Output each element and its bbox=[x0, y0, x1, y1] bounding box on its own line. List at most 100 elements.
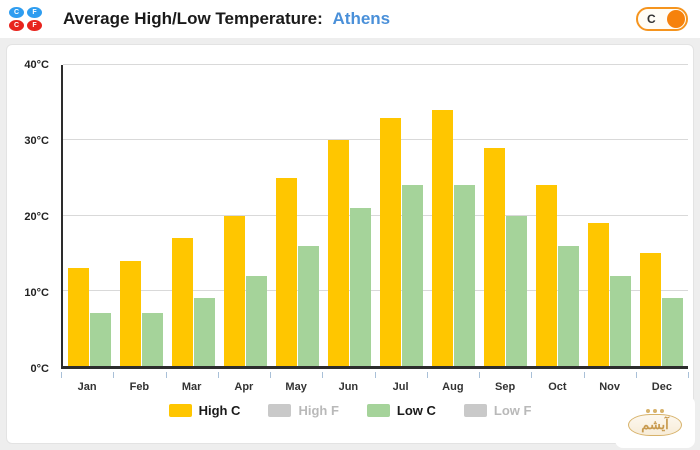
x-axis-tick bbox=[374, 372, 376, 378]
gridline bbox=[63, 289, 688, 291]
x-axis-label-jul: Jul bbox=[392, 381, 409, 393]
header: C F C F Average High/Low Temperature: At… bbox=[0, 0, 700, 38]
bar-groups bbox=[63, 65, 688, 366]
bar-high-c-jun bbox=[327, 140, 349, 366]
x-axis-label-jan: Jan bbox=[77, 381, 97, 393]
bar-high-c-feb bbox=[119, 260, 141, 366]
bar-high-c-sep bbox=[484, 147, 506, 366]
legend-label: High C bbox=[198, 403, 241, 418]
bar-low-c-jun bbox=[349, 207, 371, 366]
bar-low-c-apr bbox=[245, 275, 267, 366]
watermark-ornament-icon bbox=[646, 408, 664, 413]
legend-item-low-c[interactable]: Low C bbox=[366, 403, 436, 418]
x-axis-label-feb: Feb bbox=[129, 381, 150, 393]
fahrenheit-red-icon[interactable]: F bbox=[27, 20, 42, 31]
x-axis-tick bbox=[165, 372, 167, 378]
y-axis-tick-label: 30°C bbox=[24, 135, 49, 147]
legend-label: High F bbox=[298, 403, 339, 418]
bar-low-c-feb bbox=[141, 313, 163, 366]
x-axis-tick bbox=[217, 372, 219, 378]
legend-swatch-icon bbox=[366, 404, 390, 417]
bar-low-c-may bbox=[297, 245, 319, 366]
x-axis-label-nov: Nov bbox=[599, 381, 621, 393]
legend-swatch-icon bbox=[168, 404, 192, 417]
unit-icons-cluster: C F C F bbox=[9, 7, 43, 31]
bar-low-c-jan bbox=[89, 313, 111, 366]
legend-item-high-c[interactable]: High C bbox=[168, 403, 241, 418]
bar-group-dec bbox=[636, 65, 688, 366]
x-axis-label-aug: Aug bbox=[442, 381, 464, 393]
x-axis-tick bbox=[635, 372, 637, 378]
legend-item-high-f[interactable]: High F bbox=[268, 403, 339, 418]
x-axis-labels: Jan Feb Mar Apr May Jun Jul Aug Sep Oct Nov Dec bbox=[61, 381, 688, 393]
toggle-knob-icon bbox=[667, 10, 685, 28]
y-axis-tick-label: 40°C bbox=[24, 59, 49, 71]
bar-high-c-mar bbox=[171, 238, 193, 366]
bar-group-aug bbox=[428, 65, 480, 366]
bar-low-c-mar bbox=[193, 298, 215, 366]
x-axis-tick bbox=[479, 372, 480, 378]
bar-high-c-oct bbox=[536, 185, 558, 366]
legend-label: Low C bbox=[396, 403, 436, 418]
x-axis-ticks bbox=[61, 372, 689, 379]
bar-group-feb bbox=[115, 65, 167, 366]
legend-swatch-icon bbox=[463, 404, 487, 417]
x-axis-tick bbox=[61, 372, 62, 378]
unit-toggle-label: C bbox=[647, 12, 656, 26]
bar-high-c-jul bbox=[380, 117, 401, 366]
bar-group-nov bbox=[584, 65, 636, 366]
watermark-text: آیشم bbox=[628, 413, 682, 436]
x-axis-label-sep: Sep bbox=[495, 381, 516, 393]
bar-group-jun bbox=[323, 65, 375, 366]
bar-group-may bbox=[271, 65, 323, 366]
x-axis-tick bbox=[583, 372, 585, 378]
page-title: Average High/Low Temperature: Athens bbox=[63, 9, 390, 29]
x-axis-tick bbox=[531, 372, 533, 378]
y-axis-tick-label: 0°C bbox=[30, 363, 49, 375]
x-axis-label-jun: Jun bbox=[338, 381, 359, 393]
x-axis-tick bbox=[688, 372, 689, 378]
bar-low-c-aug bbox=[454, 185, 476, 366]
celsius-blue-icon[interactable]: C bbox=[9, 7, 24, 18]
watermark-logo: آیشم bbox=[615, 396, 695, 448]
bar-high-c-aug bbox=[432, 110, 454, 366]
bar-group-oct bbox=[532, 65, 584, 366]
x-axis-label-mar: Mar bbox=[181, 381, 202, 393]
bar-low-c-dec bbox=[662, 298, 684, 366]
bar-group-jan bbox=[63, 65, 115, 366]
bar-high-c-apr bbox=[223, 215, 245, 366]
title-text: Average High/Low Temperature: bbox=[63, 9, 323, 28]
unit-toggle-switch[interactable]: C bbox=[636, 7, 688, 31]
x-axis-label-oct: Oct bbox=[548, 381, 567, 393]
fahrenheit-blue-icon[interactable]: F bbox=[27, 7, 42, 18]
legend: High C High F Low C Low F bbox=[7, 403, 693, 418]
celsius-red-icon[interactable]: C bbox=[9, 20, 24, 31]
bar-low-c-jul bbox=[402, 185, 423, 366]
bar-group-jul bbox=[375, 65, 427, 366]
x-axis-label-may: May bbox=[285, 381, 307, 393]
bar-high-c-may bbox=[275, 177, 297, 366]
x-axis-label-apr: Apr bbox=[234, 381, 254, 393]
bar-group-apr bbox=[219, 65, 271, 366]
bar-high-c-jan bbox=[67, 268, 89, 366]
bar-group-sep bbox=[480, 65, 532, 366]
bar-low-c-nov bbox=[610, 275, 632, 366]
x-axis-tick bbox=[270, 372, 271, 378]
x-axis-tick bbox=[426, 372, 428, 378]
gridline bbox=[63, 64, 688, 65]
gridline bbox=[63, 139, 688, 141]
chart-card: 0°C 10°C 20°C 30°C 40°C Jan Feb Mar Apr May Jun Ju… bbox=[6, 44, 694, 444]
x-axis-tick bbox=[322, 372, 324, 378]
plot-area bbox=[61, 64, 688, 369]
bar-high-c-nov bbox=[588, 223, 610, 366]
bar-low-c-oct bbox=[558, 245, 580, 366]
city-name: Athens bbox=[332, 9, 391, 28]
y-axis-tick-label: 20°C bbox=[24, 211, 49, 223]
gridline bbox=[63, 214, 688, 216]
legend-item-low-f[interactable]: Low F bbox=[463, 403, 531, 418]
bar-high-c-dec bbox=[640, 253, 662, 366]
y-axis-tick-label: 10°C bbox=[24, 287, 49, 299]
x-axis-label-dec: Dec bbox=[651, 381, 672, 393]
bar-low-c-sep bbox=[506, 215, 528, 366]
y-axis: 0°C 10°C 20°C 30°C 40°C bbox=[7, 59, 55, 375]
